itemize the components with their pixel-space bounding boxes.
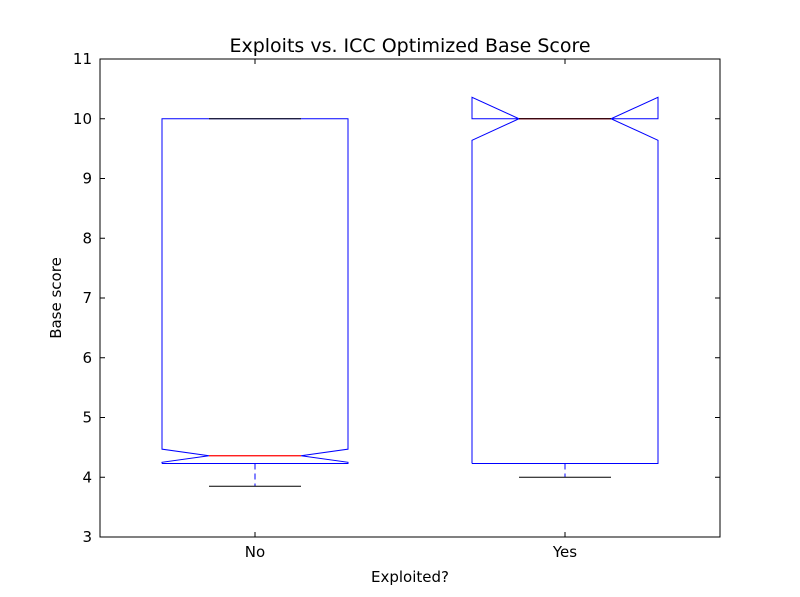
- chart-title: Exploits vs. ICC Optimized Base Score: [229, 35, 590, 57]
- x-axis-label: Exploited?: [371, 568, 449, 586]
- y-tick-label: 7: [82, 289, 92, 307]
- box-no: [161, 118, 349, 465]
- x-tick-label: Yes: [552, 543, 577, 561]
- y-tick-label: 8: [82, 229, 92, 247]
- y-axis-label: Base score: [47, 257, 65, 339]
- x-tick-label: No: [245, 543, 265, 561]
- y-tick-label: 3: [82, 528, 92, 546]
- y-tick-label: 6: [82, 349, 92, 367]
- box-yes: [471, 96, 659, 465]
- y-tick-label: 11: [73, 50, 92, 68]
- y-tick-label: 5: [82, 409, 92, 427]
- plot-area: 3 4 5 6 7 8 9 10 11 No Yes: [73, 50, 721, 561]
- y-tick-label: 9: [82, 170, 92, 188]
- y-tick-label: 10: [73, 110, 92, 128]
- y-tick-label: 4: [82, 468, 92, 486]
- plot-frame: [99, 58, 721, 538]
